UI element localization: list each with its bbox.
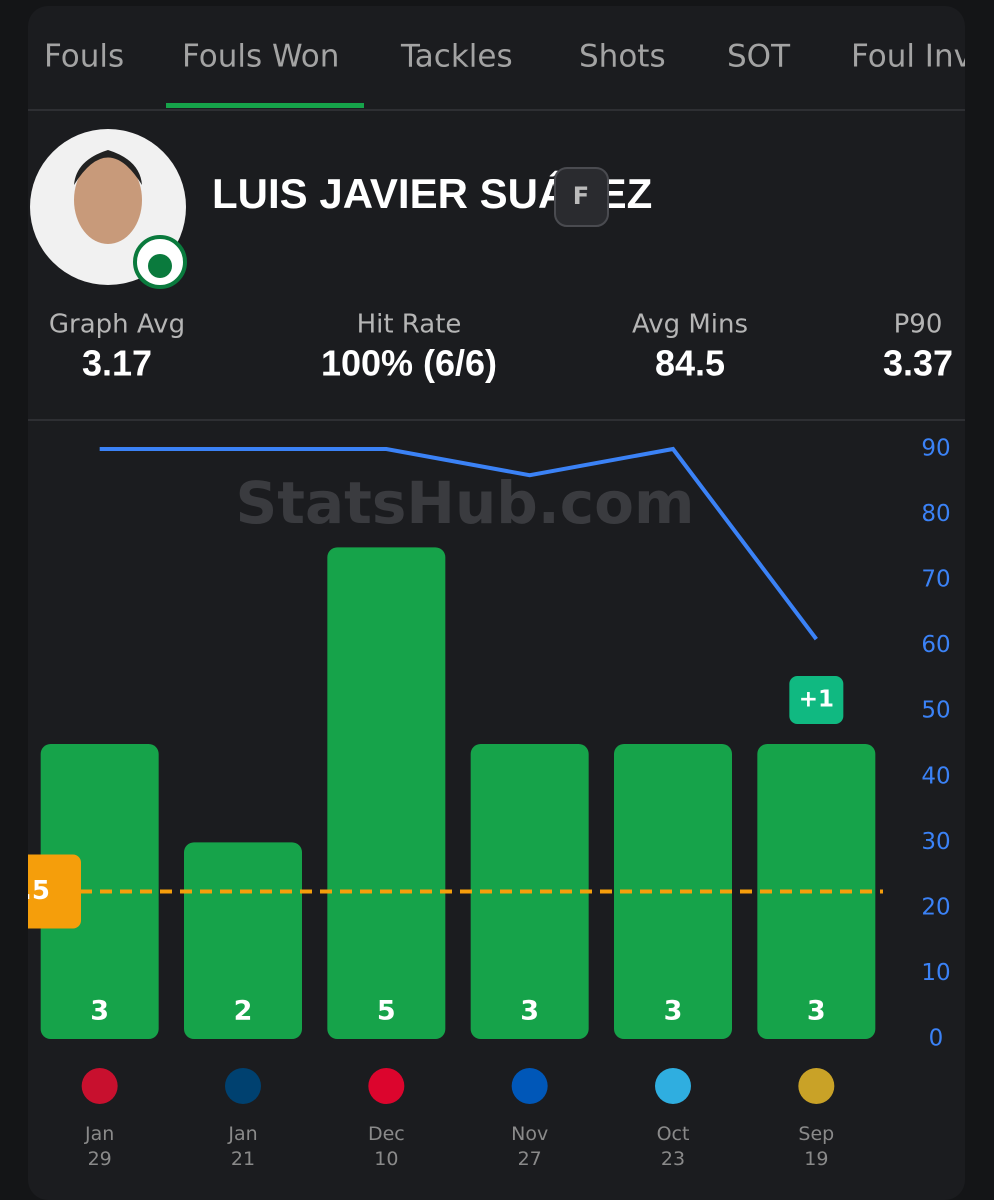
stat-value: 84.5 <box>655 343 725 384</box>
chart: StatsHub.com 0 10 20 30 40 50 60 70 80 90 3 Jan 29 2 J… <box>4 436 951 1170</box>
team-logo <box>368 1068 405 1104</box>
y2-tick-label: 10 <box>921 960 950 986</box>
value-label: 3 <box>664 996 683 1027</box>
date-label: Jan 29 <box>85 1123 115 1170</box>
date-label: Jan 21 <box>228 1123 258 1170</box>
y2-tick-label: 90 <box>921 436 950 462</box>
y2-tick-label: 50 <box>921 698 950 724</box>
stat-value: 3.37 <box>883 343 953 384</box>
y2-tick-label: 80 <box>921 501 950 527</box>
team-logo <box>798 1068 835 1104</box>
threshold-badge <box>28 854 81 929</box>
tab[interactable]: Tackles <box>400 39 513 75</box>
tab[interactable]: Shots <box>579 39 666 75</box>
date-label: Nov 27 <box>511 1123 549 1170</box>
value-label: 3 <box>90 996 109 1027</box>
annotation: +1 <box>799 687 834 713</box>
annotation-badge <box>789 676 844 724</box>
value-label: 5 <box>377 996 396 1027</box>
stat-label: P90 <box>894 310 943 340</box>
position: F <box>573 182 589 210</box>
tab[interactable]: SOT <box>727 39 791 75</box>
date-label: Nov 27 <box>511 1123 549 1170</box>
active-tab-underline <box>166 103 364 108</box>
club-badge-inner <box>148 254 172 278</box>
stat-label: Hit Rate <box>357 310 462 340</box>
y2-tick-label: 60 <box>921 632 950 658</box>
date-label: Oct 23 <box>656 1123 690 1170</box>
y2-tick-label: 70 <box>921 567 950 593</box>
value-label: 3 <box>520 996 539 1027</box>
tab[interactable]: Foul Inv <box>851 39 972 75</box>
team-logo <box>511 1068 548 1104</box>
tab[interactable]: Fouls <box>44 39 124 75</box>
stat-label: Avg Mins <box>632 310 748 340</box>
tab[interactable]: Fouls Won <box>182 39 339 75</box>
tab-bar: Fouls Fouls Won Tackles Shots SOT Foul Inv <box>44 39 972 75</box>
bar <box>757 744 876 1039</box>
avatar-hair <box>74 150 142 185</box>
stat-value: 3.17 <box>82 343 152 384</box>
y2-tick-label: 30 <box>921 829 950 855</box>
bar <box>327 547 446 1039</box>
value-label: 3 <box>807 996 826 1027</box>
bar <box>614 744 732 1039</box>
team-logo <box>655 1068 691 1104</box>
date-label: Jan 29 <box>85 1123 115 1170</box>
y2-tick-label: 0 <box>929 1026 944 1052</box>
watermark: StatsHub.com <box>236 469 695 537</box>
date-label: Sep 19 <box>798 1123 835 1170</box>
bar <box>184 842 302 1039</box>
team-logo <box>81 1068 118 1104</box>
date-label: Sep 19 <box>798 1123 835 1170</box>
date-label: Dec 10 <box>367 1123 405 1170</box>
position-badge <box>554 167 609 227</box>
team-logo <box>225 1068 261 1104</box>
date-label: Oct 23 <box>656 1123 690 1170</box>
stat-value: 100% (6/6) <box>321 343 497 384</box>
date-label: Jan 21 <box>228 1123 258 1170</box>
avatar-face <box>74 156 142 244</box>
y2-tick-label: 40 <box>921 763 950 789</box>
date-label: Dec 10 <box>367 1123 405 1170</box>
bar <box>40 744 159 1039</box>
value-label: 2 <box>234 996 253 1027</box>
y2-tick-label: 20 <box>921 894 950 920</box>
minutes-line <box>99 446 818 641</box>
stat-label: Graph Avg <box>49 310 185 340</box>
threshold-label: 1.5 <box>4 876 50 906</box>
